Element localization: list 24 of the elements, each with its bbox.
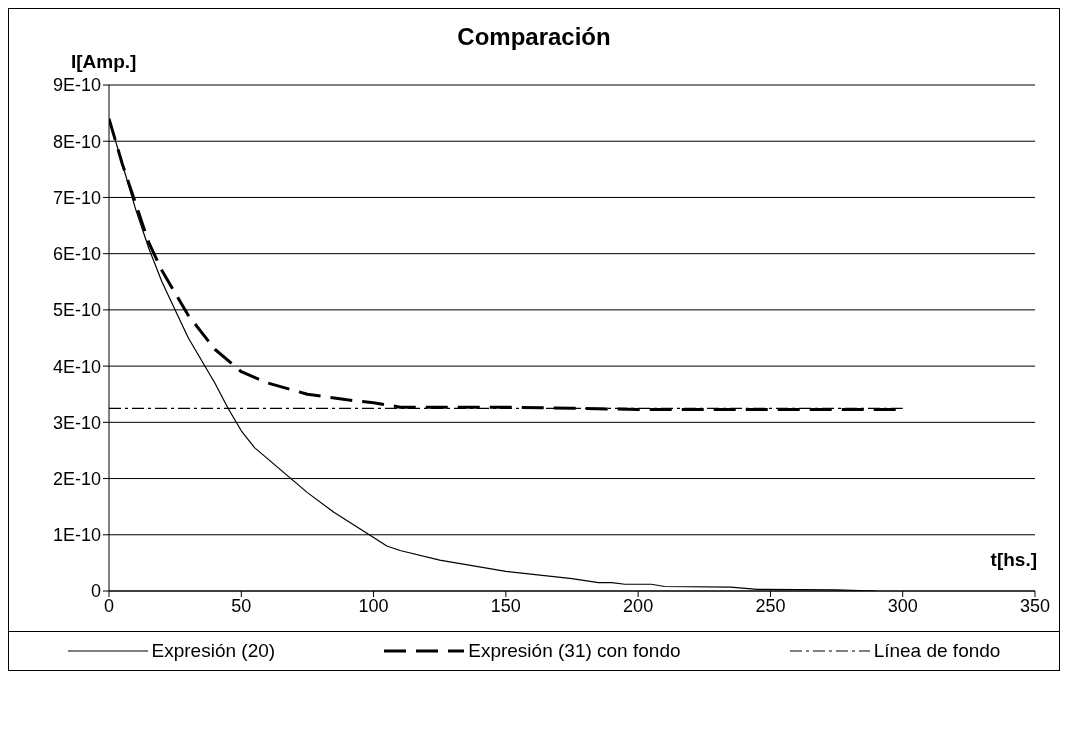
y-tick-label: 4E-10 — [52, 356, 101, 377]
x-tick-label: 200 — [623, 595, 654, 616]
y-tick-label: 5E-10 — [52, 300, 101, 321]
y-tick-label: 9E-10 — [52, 75, 101, 96]
x-axis-title: t[hs.] — [990, 549, 1037, 571]
x-tick-label: 50 — [231, 595, 252, 616]
y-tick-label: 7E-10 — [52, 187, 101, 208]
x-tick-label: 100 — [358, 595, 389, 616]
x-tick-label: 300 — [887, 595, 918, 616]
x-tick-label: 250 — [755, 595, 786, 616]
y-axis-title: I[Amp.] — [71, 51, 137, 73]
y-tick-label: 3E-10 — [52, 412, 101, 433]
x-tick-label: 0 — [103, 595, 115, 616]
legend-label: Expresión (31) con fondo — [468, 640, 681, 662]
y-tick-label: 2E-10 — [52, 468, 101, 489]
y-tick-label: 1E-10 — [52, 525, 101, 546]
y-tick-label: 6E-10 — [52, 244, 101, 265]
y-tick-label: 8E-10 — [52, 131, 101, 152]
y-tick-label: 0 — [90, 581, 101, 602]
x-tick-label: 150 — [490, 595, 521, 616]
x-tick-label: 350 — [1019, 595, 1051, 616]
legend-label: Expresión (20) — [151, 640, 276, 662]
legend-label: Línea de fondo — [873, 640, 1001, 662]
chart-title: Comparación — [456, 22, 612, 51]
